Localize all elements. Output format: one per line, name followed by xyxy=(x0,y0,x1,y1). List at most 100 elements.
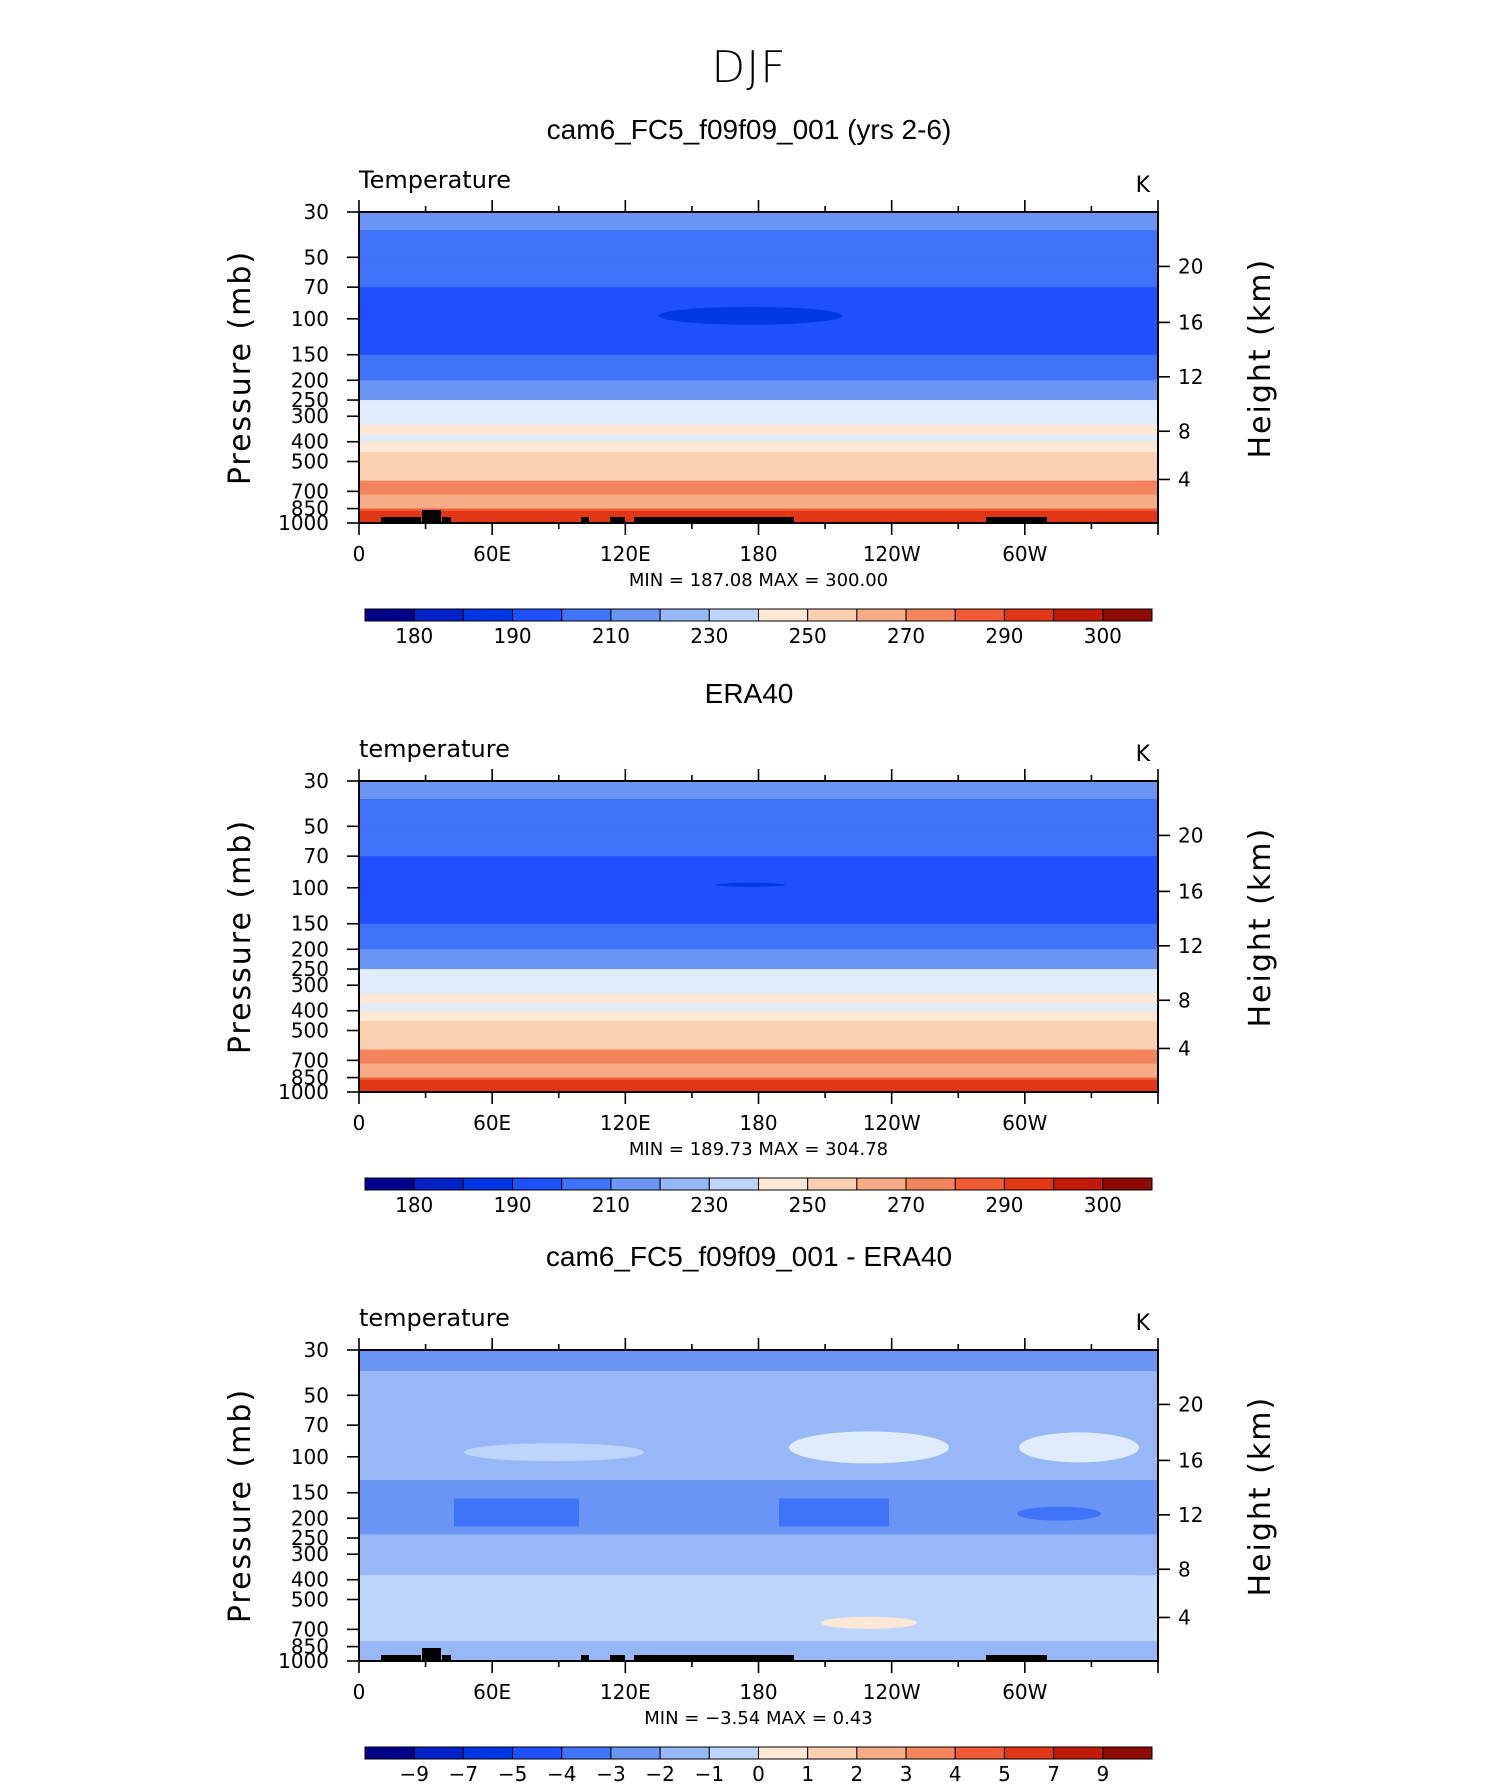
y-tick-label: 500 xyxy=(291,1019,329,1043)
y-tick-label: 1000 xyxy=(278,1080,329,1104)
contour-band-4 xyxy=(359,318,1158,356)
colorbar-box xyxy=(856,1177,907,1191)
x-tick-label: 120E xyxy=(600,542,651,566)
colorbar-box xyxy=(561,1177,612,1191)
y-tick-label: 150 xyxy=(291,1481,329,1505)
y-right-tick-label: 16 xyxy=(1178,1448,1203,1472)
colorbar-box xyxy=(413,608,464,622)
y-tick-label: 100 xyxy=(291,876,329,900)
colorbar-label: −5 xyxy=(498,1762,527,1784)
y-tick-label: 30 xyxy=(304,769,329,793)
x-tick-label: 120W xyxy=(863,1111,921,1135)
contour-band-5 xyxy=(359,923,1158,950)
x-tick-label: 120E xyxy=(600,1111,651,1135)
colorbar-box xyxy=(413,1177,464,1191)
colorbar-label: 1 xyxy=(801,1762,814,1784)
y-tick-label: 50 xyxy=(304,245,329,269)
diff-patch-e xyxy=(779,1498,889,1527)
panel-1-title: cam6_FC5_f09f09_001 (yrs 2-6) xyxy=(546,114,952,145)
panel-3-title: cam6_FC5_f09f09_001 - ERA40 xyxy=(545,1241,953,1272)
y-tick-label: 500 xyxy=(291,450,329,474)
diff-band-upper xyxy=(359,1370,1158,1481)
contour-band-11 xyxy=(359,1060,1158,1079)
colorbar-box xyxy=(807,1746,858,1760)
land-mask-4 xyxy=(581,1655,589,1661)
colorbar-box xyxy=(1053,1177,1104,1191)
y-tick-label: 400 xyxy=(291,999,329,1023)
y-right-axis-title: Height (km) xyxy=(1243,1396,1278,1597)
y-right-axis-title: Height (km) xyxy=(1243,258,1278,459)
y-tick-label: 150 xyxy=(291,343,329,367)
land-mask-3 xyxy=(442,517,451,523)
contour-band-5 xyxy=(359,354,1158,381)
colorbar-label: 190 xyxy=(493,1193,531,1217)
x-tick-label: 60W xyxy=(1002,1680,1047,1704)
panel-units-label: K xyxy=(1136,173,1151,198)
y-tick-label: 30 xyxy=(304,200,329,224)
colorbar-box xyxy=(856,1746,907,1760)
colorbar-label: 2 xyxy=(851,1762,864,1784)
colorbar-label: −1 xyxy=(695,1762,724,1784)
x-tick-label: 0 xyxy=(353,1680,366,1704)
colorbar-label: −4 xyxy=(547,1762,576,1784)
contour-band-surface xyxy=(359,1080,1158,1092)
x-tick-label: 120E xyxy=(600,1680,651,1704)
colorbar-label: 270 xyxy=(887,624,925,648)
colorbar-box xyxy=(659,608,710,622)
colorbar-label: 4 xyxy=(949,1762,962,1784)
y-tick-label: 50 xyxy=(304,1383,329,1407)
colorbar-box xyxy=(758,1746,809,1760)
y-right-axis-title: Height (km) xyxy=(1243,827,1278,1028)
colorbar-label: 300 xyxy=(1084,1193,1122,1217)
colorbar-box xyxy=(905,1746,956,1760)
stats-label: MIN = 187.08 MAX = 300.00 xyxy=(629,570,888,591)
colorbar-box xyxy=(462,1177,514,1191)
colorbar-label: 0 xyxy=(752,1762,765,1784)
y-tick-label: 250 xyxy=(291,388,329,412)
y-right-tick-label: 4 xyxy=(1178,1605,1191,1629)
contour-band-6 xyxy=(359,949,1158,970)
y-tick-label: 700 xyxy=(291,1617,329,1641)
colorbar-box xyxy=(1102,1177,1153,1191)
colorbar-label: −2 xyxy=(645,1762,674,1784)
y-right-tick-label: 20 xyxy=(1178,254,1203,278)
x-tick-label: 60W xyxy=(1002,542,1047,566)
colorbar-box xyxy=(462,1746,514,1760)
y-tick-label: 1000 xyxy=(278,511,329,535)
colorbar-box xyxy=(364,608,415,622)
y-tick-label: 300 xyxy=(291,404,329,428)
colorbar-label: 9 xyxy=(1096,1762,1109,1784)
panel-units-label: K xyxy=(1136,1311,1151,1336)
contour-band-top xyxy=(359,212,1158,230)
colorbar-box xyxy=(364,1746,415,1760)
y-axis-title: Pressure (mb) xyxy=(223,250,258,485)
colorbar-label: 190 xyxy=(493,624,531,648)
contour-band-2 xyxy=(359,257,1158,288)
colorbar-box xyxy=(1053,608,1104,622)
colorbar-box xyxy=(807,1177,858,1191)
colorbar-box xyxy=(512,1746,563,1760)
y-tick-label: 400 xyxy=(291,430,329,454)
colorbar-label: 3 xyxy=(900,1762,913,1784)
land-mask-1 xyxy=(381,1655,421,1661)
contour-band-top xyxy=(359,1350,1158,1368)
contour-band-2 xyxy=(359,826,1158,857)
colorbar-box xyxy=(708,608,759,622)
panel-left-label: temperature xyxy=(359,1304,510,1332)
x-tick-label: 60E xyxy=(473,542,511,566)
land-mask-6 xyxy=(634,517,794,523)
y-tick-label: 500 xyxy=(291,1588,329,1612)
colorbar-box xyxy=(856,608,907,622)
y-tick-label: 400 xyxy=(291,1568,329,1592)
y-tick-label: 100 xyxy=(291,307,329,331)
land-mask-5 xyxy=(610,1655,625,1661)
colorbar-label: −7 xyxy=(449,1762,478,1784)
y-tick-label: 100 xyxy=(291,1445,329,1469)
x-tick-label: 180 xyxy=(739,542,777,566)
colorbar-box xyxy=(1003,1177,1055,1191)
colorbar-label: 230 xyxy=(690,624,728,648)
y-right-tick-label: 4 xyxy=(1178,467,1191,491)
y-tick-label: 70 xyxy=(304,275,329,299)
y-right-tick-label: 8 xyxy=(1178,988,1191,1012)
